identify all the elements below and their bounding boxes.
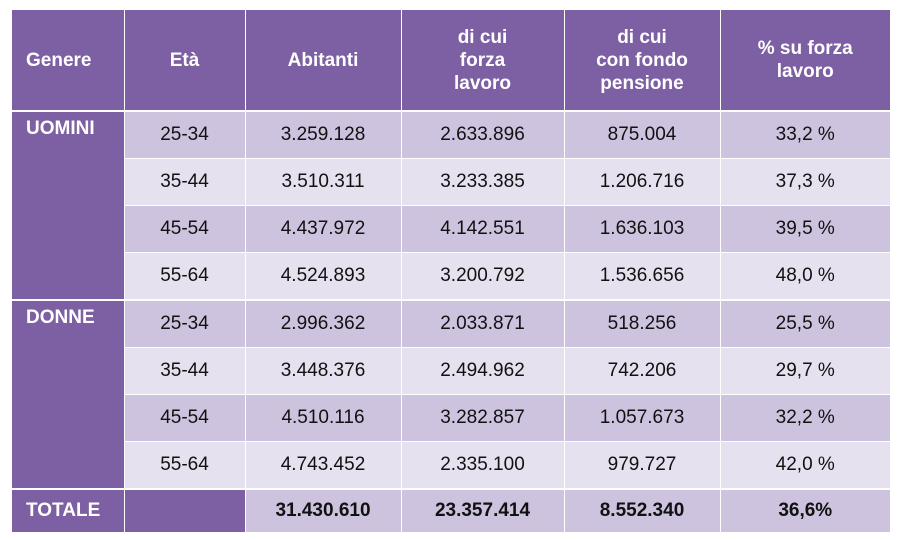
- cell-forza: 3.200.792: [401, 252, 565, 300]
- total-fondo: 8.552.340: [564, 488, 721, 532]
- header-abitanti: Abitanti: [245, 10, 402, 111]
- cell-abitanti: 4.524.893: [245, 252, 402, 300]
- cell-fondo: 742.206: [564, 347, 721, 395]
- cell-abitanti: 3.259.128: [245, 110, 402, 159]
- table-row: 35-44 3.448.376 2.494.962 742.206 29,7 %: [12, 347, 890, 395]
- cell-fondo: 1.057.673: [564, 394, 721, 442]
- total-empty-cell: [124, 488, 246, 532]
- cell-perc: 42,0 %: [720, 441, 890, 489]
- total-abitanti: 31.430.610: [245, 488, 402, 532]
- cell-eta: 45-54: [124, 394, 246, 442]
- cell-perc: 37,3 %: [720, 158, 890, 206]
- cell-eta: 55-64: [124, 252, 246, 300]
- table-row: DONNE 25-34 2.996.362 2.033.871 518.256 …: [12, 299, 890, 489]
- cell-forza: 2.633.896: [401, 110, 565, 159]
- cell-perc: 32,2 %: [720, 394, 890, 442]
- header-perc-line-2: lavoro: [776, 61, 834, 82]
- header-forza-line-2: forza: [459, 49, 506, 71]
- header-genere: Genere: [12, 10, 125, 111]
- cell-eta: 35-44: [124, 347, 246, 395]
- cell-eta: 35-44: [124, 158, 246, 206]
- cell-perc: 39,5 %: [720, 205, 890, 253]
- header-forza-line-1: di cui: [457, 26, 508, 48]
- header-fondo-line-3: pensione: [600, 72, 684, 94]
- table-row: 55-64 4.743.452 2.335.100 979.727 42,0 %: [12, 441, 890, 489]
- group-label-donne: DONNE: [12, 299, 125, 489]
- cell-fondo: 518.256: [564, 299, 721, 348]
- table-row: 35-44 3.510.311 3.233.385 1.206.716 37,3…: [12, 158, 890, 206]
- cell-forza: 2.033.871: [401, 299, 565, 348]
- cell-eta: 25-34: [124, 110, 246, 159]
- cell-abitanti: 2.996.362: [245, 299, 402, 348]
- cell-abitanti: 3.510.311: [245, 158, 402, 206]
- table-row: UOMINI 25-34 3.259.128 2.633.896 875.004…: [12, 110, 890, 300]
- cell-forza: 2.494.962: [401, 347, 565, 395]
- cell-forza: 2.335.100: [401, 441, 565, 489]
- cell-eta: 45-54: [124, 205, 246, 253]
- header-fondo-pensione: di cui con fondo pensione: [564, 10, 721, 111]
- cell-perc: 48,0 %: [720, 252, 890, 300]
- table-row: 45-54 4.437.972 4.142.551 1.636.103 39,5…: [12, 205, 890, 253]
- cell-perc: 29,7 %: [720, 347, 890, 395]
- cell-fondo: 1.536.656: [564, 252, 721, 300]
- pension-table-container: Genere Età Abitanti di cui forza lavoro …: [12, 10, 890, 534]
- group-label-uomini: UOMINI: [12, 110, 125, 300]
- cell-forza: 3.233.385: [401, 158, 565, 206]
- cell-fondo: 875.004: [564, 110, 721, 159]
- header-fondo-line-2: con fondo: [596, 49, 688, 71]
- total-row: TOTALE 31.430.610 23.357.414 8.552.340 3…: [12, 488, 890, 532]
- cell-fondo: 979.727: [564, 441, 721, 489]
- cell-abitanti: 4.437.972: [245, 205, 402, 253]
- pension-table: Genere Età Abitanti di cui forza lavoro …: [12, 10, 890, 532]
- header-fondo-line-1: di cui: [617, 26, 667, 48]
- header-forza-line-3: lavoro: [453, 72, 512, 94]
- total-perc: 36,6%: [720, 488, 890, 532]
- cell-abitanti: 4.510.116: [245, 394, 402, 442]
- header-forza-lavoro: di cui forza lavoro: [401, 10, 565, 111]
- cell-abitanti: 4.743.452: [245, 441, 402, 489]
- cell-eta: 25-34: [124, 299, 246, 348]
- table-row: 45-54 4.510.116 3.282.857 1.057.673 32,2…: [12, 394, 890, 442]
- cell-perc: 25,5 %: [720, 299, 890, 348]
- header-row: Genere Età Abitanti di cui forza lavoro …: [12, 10, 890, 111]
- cell-fondo: 1.206.716: [564, 158, 721, 206]
- cell-forza: 4.142.551: [401, 205, 565, 253]
- header-perc-line-1: % su forza: [757, 38, 853, 59]
- cell-forza: 3.282.857: [401, 394, 565, 442]
- cell-eta: 55-64: [124, 441, 246, 489]
- cell-fondo: 1.636.103: [564, 205, 721, 253]
- table-row: 55-64 4.524.893 3.200.792 1.536.656 48,0…: [12, 252, 890, 300]
- cell-perc: 33,2 %: [720, 110, 890, 159]
- header-eta: Età: [124, 10, 246, 111]
- cell-abitanti: 3.448.376: [245, 347, 402, 395]
- header-percentuale: % su forza lavoro: [720, 10, 890, 111]
- total-label: TOTALE: [12, 488, 125, 532]
- total-forza: 23.357.414: [401, 488, 565, 532]
